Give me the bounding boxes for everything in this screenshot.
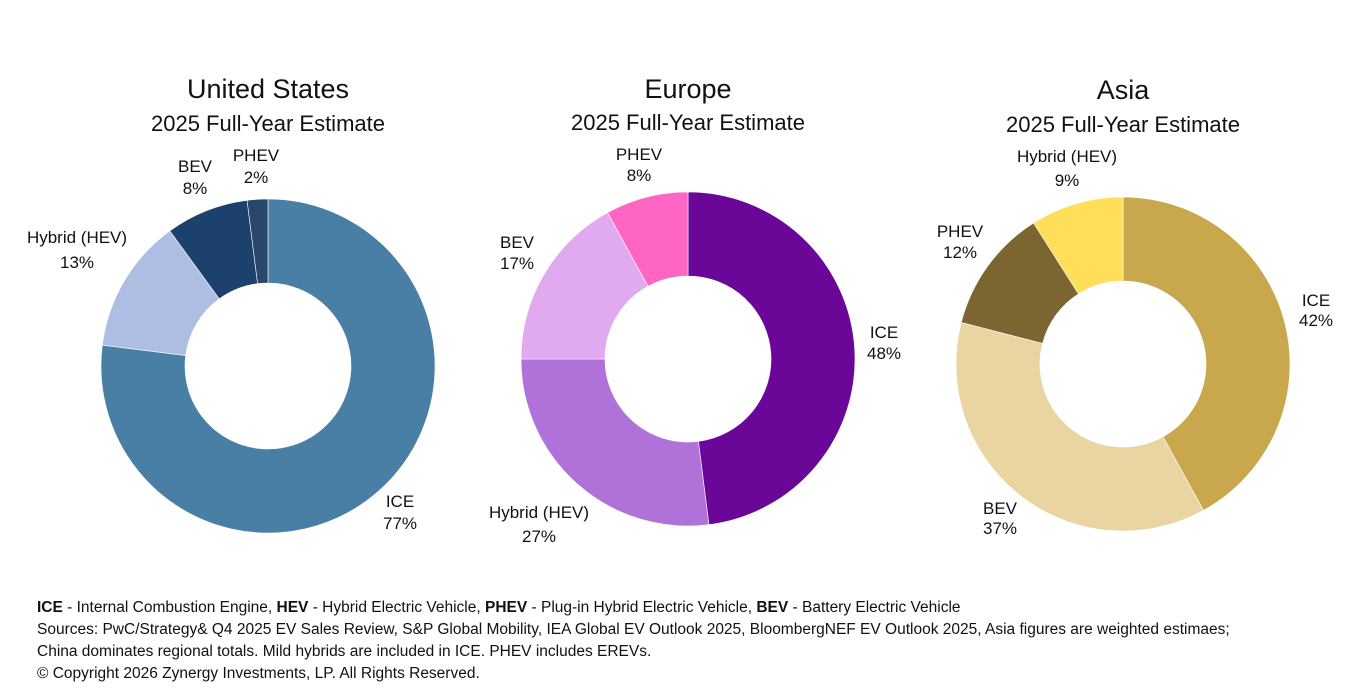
slice-label-asia-phev: PHEV: [937, 222, 984, 241]
footer-notes: ICE - Internal Combustion Engine, HEV - …: [37, 597, 1347, 685]
slice-united-states-phev: [246, 198, 269, 284]
slice-label-united-states-phev: PHEV: [233, 146, 280, 165]
legend-abbr-hev: HEV: [276, 599, 309, 616]
slice-united-states-ice: [100, 198, 436, 534]
slice-value-united-states-hybrid-hev: 13%: [60, 253, 94, 272]
slice-europe-phev: [607, 191, 689, 287]
legend-text-ice: - Internal Combustion Engine,: [62, 599, 277, 616]
slice-asia-hybrid-hev: [1033, 196, 1124, 295]
slice-label-europe-phev: PHEV: [616, 145, 663, 164]
legend-abbr-bev: BEV: [756, 599, 789, 616]
slice-label-europe-hybrid-hev: Hybrid (HEV): [489, 503, 589, 522]
donut-chart-europe: Europe 2025 Full-Year Estimate ICE 48% Hybri…: [489, 74, 901, 546]
slice-value-asia-hybrid-hev: 9%: [1055, 171, 1080, 190]
legend-text-bev: - Battery Electric Vehicle: [788, 599, 961, 616]
donut-chart-united-states: United States 2025 Full-Year Estimate ICE 7…: [27, 74, 436, 534]
abbreviation-legend: ICE - Internal Combustion Engine, HEV - …: [37, 597, 1347, 619]
slice-europe-ice: [687, 191, 856, 526]
copyright-notice: © Copyright 2026 Zynergy Investments, LP…: [37, 665, 480, 682]
slice-label-asia-hybrid-hev: Hybrid (HEV): [1017, 147, 1117, 166]
slice-europe-bev: [520, 212, 649, 360]
donut-charts: United States 2025 Full-Year Estimate ICE 7…: [27, 74, 1333, 546]
chart-title-europe: Europe: [644, 74, 731, 104]
slice-value-europe-bev: 17%: [500, 254, 534, 273]
slice-label-united-states-ice: ICE: [386, 492, 414, 511]
slice-value-europe-hybrid-hev: 27%: [522, 527, 556, 546]
legend-abbr-phev: PHEV: [484, 599, 528, 616]
chart-title-asia: Asia: [1097, 75, 1151, 105]
slice-value-asia-ice: 42%: [1299, 311, 1333, 330]
chart-title-united-states: United States: [187, 74, 349, 104]
slice-europe-hybrid-hev: [520, 358, 710, 527]
slice-value-asia-phev: 12%: [943, 243, 977, 262]
slice-value-united-states-ice: 77%: [383, 514, 417, 533]
slice-value-europe-ice: 48%: [867, 344, 901, 363]
slice-label-europe-bev: BEV: [500, 233, 535, 252]
slice-label-asia-ice: ICE: [1302, 291, 1330, 310]
slice-label-united-states-bev: BEV: [178, 157, 213, 176]
sources-line-1: Sources: PwC/Strategy& Q4 2025 EV Sales …: [37, 621, 1230, 638]
slice-label-united-states-hybrid-hev: Hybrid (HEV): [27, 228, 127, 247]
slice-asia-ice: [1122, 196, 1291, 511]
slice-value-united-states-phev: 2%: [244, 168, 269, 187]
chart-subtitle-asia: 2025 Full-Year Estimate: [1006, 112, 1240, 137]
slice-label-asia-bev: BEV: [983, 499, 1018, 518]
slice-value-asia-bev: 37%: [983, 519, 1017, 538]
slice-value-united-states-bev: 8%: [183, 179, 208, 198]
slice-label-europe-ice: ICE: [870, 323, 898, 342]
sources-line-2: China dominates regional totals. Mild hy…: [37, 643, 652, 660]
chart-subtitle-europe: 2025 Full-Year Estimate: [571, 110, 805, 135]
legend-text-hev: - Hybrid Electric Vehicle,: [308, 599, 485, 616]
slice-value-europe-phev: 8%: [627, 166, 652, 185]
legend-abbr-ice: ICE: [37, 599, 63, 616]
slice-asia-bev: [955, 322, 1204, 532]
legend-text-phev: - Plug-in Hybrid Electric Vehicle,: [527, 599, 757, 616]
chart-subtitle-united-states: 2025 Full-Year Estimate: [151, 111, 385, 136]
